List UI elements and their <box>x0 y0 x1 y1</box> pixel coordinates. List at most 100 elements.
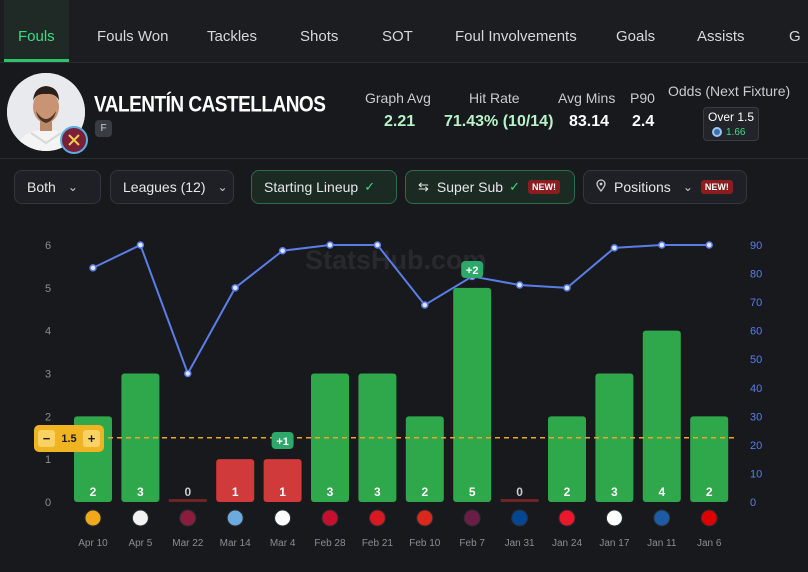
bar <box>642 330 681 502</box>
y2-tick-label: 40 <box>750 383 762 395</box>
qpr-icon <box>653 509 671 527</box>
chevron-down-icon: ⌄ <box>682 180 693 194</box>
bar <box>358 373 397 502</box>
player-name: VALENTÍN CASTELLANOS <box>94 93 326 118</box>
new-badge: NEW! <box>527 180 560 194</box>
bar-value-label: 5 <box>469 485 476 499</box>
bar <box>263 459 302 502</box>
y2-tick-label: 80 <box>750 269 762 281</box>
leagues-label: Leagues (12) <box>123 179 206 195</box>
y-tick-label: 4 <box>45 326 51 338</box>
bar-value-label: 1 <box>232 485 239 499</box>
bar-value-label: 2 <box>90 485 97 499</box>
y2-tick-label: 90 <box>750 240 762 252</box>
y2-tick-label: 0 <box>750 497 756 509</box>
tab-fouls-won[interactable]: Fouls Won <box>97 28 169 45</box>
date-label: Mar 22 <box>172 538 204 549</box>
sunderland-icon <box>558 509 576 527</box>
tab-tackles[interactable]: Tackles <box>207 28 258 45</box>
location-pin-icon <box>596 179 606 195</box>
leeds-icon <box>131 509 149 527</box>
date-label: Jan 6 <box>697 538 722 549</box>
fulham-icon <box>274 509 292 527</box>
liverpool-icon <box>321 509 339 527</box>
increase-line-button[interactable]: + <box>82 430 100 447</box>
date-label: Mar 14 <box>220 538 252 549</box>
y-tick-label: 3 <box>45 369 51 381</box>
odds-label: Odds (Next Fixture) <box>668 83 791 99</box>
minutes-point <box>563 284 571 292</box>
y2-tick-label: 10 <box>750 468 762 480</box>
hit-rate-label: Hit Rate <box>469 90 520 106</box>
tab-goals[interactable]: Goals <box>616 28 656 45</box>
tab-overflow[interactable]: G <box>789 28 801 45</box>
tab-fouls[interactable]: Fouls <box>4 0 69 62</box>
watermark: StatsHub.com <box>305 245 487 275</box>
nottingham-forest-icon <box>700 509 718 527</box>
man-united-icon <box>416 509 434 527</box>
minutes-point <box>278 246 287 255</box>
minutes-point <box>658 241 666 249</box>
chelsea-icon <box>511 509 529 527</box>
bar-value-label: 3 <box>611 485 618 499</box>
leagues-dropdown[interactable]: Leagues (12) ⌄ <box>110 170 234 204</box>
bar-value-label: 3 <box>327 485 334 499</box>
date-label: Jan 31 <box>505 538 535 549</box>
minutes-point <box>515 281 524 289</box>
odds-line: Over 1.5 <box>707 110 755 124</box>
y-tick-label: 6 <box>45 240 51 252</box>
y2-tick-label: 50 <box>750 354 762 366</box>
starting-lineup-toggle[interactable]: Starting Lineup ✓ <box>251 170 397 204</box>
avg-mins-label: Avg Mins <box>558 90 616 106</box>
decrease-line-button[interactable]: − <box>38 430 55 447</box>
bar-value-label: 3 <box>137 485 144 499</box>
both-dropdown[interactable]: Both ⌄ <box>14 170 101 204</box>
annotation-label: +1 <box>276 436 289 448</box>
y-tick-label: 0 <box>45 497 51 509</box>
bar <box>690 416 729 502</box>
tab-foul-involvements[interactable]: Foul Involvements <box>455 28 577 45</box>
bar <box>311 373 349 502</box>
starting-lineup-label: Starting Lineup <box>264 179 359 195</box>
minutes-point <box>705 241 713 249</box>
man-city-icon <box>226 509 244 527</box>
super-sub-label: Super Sub <box>436 179 504 195</box>
bar <box>121 373 160 502</box>
minutes-point <box>184 369 192 378</box>
minutes-line <box>92 243 710 376</box>
bar <box>453 287 492 502</box>
minutes-point <box>89 264 97 272</box>
odds-card[interactable]: Over 1.5 1.66 <box>703 107 759 141</box>
position-badge: F <box>95 120 112 137</box>
wolves-icon <box>84 509 102 527</box>
bar-value-label: 0 <box>516 485 523 499</box>
bar-value-label: 2 <box>421 485 428 499</box>
positions-dropdown[interactable]: Positions ⌄ NEW! <box>583 170 747 204</box>
super-sub-toggle[interactable]: ⇆ Super Sub ✓ NEW! <box>405 170 575 204</box>
tab-sot[interactable]: SOT <box>382 28 413 45</box>
bar <box>168 499 207 502</box>
date-label: Feb 28 <box>314 538 346 549</box>
threshold-control: − 1.5 + <box>34 425 104 452</box>
bar-value-label: 2 <box>706 485 713 499</box>
graph-avg-label: Graph Avg <box>365 90 431 106</box>
aston-villa-icon <box>179 509 197 527</box>
minutes-point <box>136 241 145 249</box>
date-label: Feb 7 <box>459 538 485 549</box>
minutes-point <box>231 284 239 292</box>
p90-value: 2.4 <box>632 113 655 130</box>
threshold-value: 1.5 <box>61 432 77 445</box>
odds-price: 1.66 <box>726 127 746 138</box>
y-tick-label: 1 <box>45 454 51 466</box>
chevron-down-icon: ⌄ <box>67 180 78 194</box>
new-badge: NEW! <box>700 180 733 194</box>
p90-label: P90 <box>630 90 655 106</box>
tab-shots[interactable]: Shots <box>300 28 339 45</box>
tab-assists[interactable]: Assists <box>697 28 745 45</box>
player-header: VALENTÍN CASTELLANOS F Graph Avg 2.21 Hi… <box>0 63 808 159</box>
y-tick-label: 2 <box>45 411 51 423</box>
club-crest-icon <box>60 126 88 154</box>
date-label: Jan 11 <box>647 538 677 549</box>
both-label: Both <box>27 179 56 195</box>
